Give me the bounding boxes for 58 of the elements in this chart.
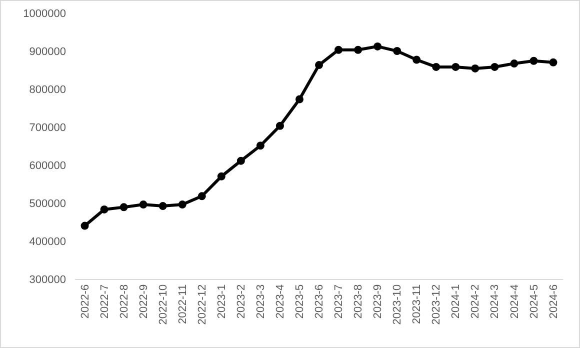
- y-tick-label: 1000000: [23, 8, 66, 20]
- y-tick-label: 700000: [29, 122, 66, 134]
- x-tick-label: 2022-11: [176, 284, 189, 324]
- point: [510, 60, 518, 68]
- point: [256, 142, 264, 150]
- point: [490, 62, 499, 71]
- x-tick-label: 2023-12: [430, 284, 443, 325]
- y-tick-label: 800000: [29, 84, 66, 96]
- point: [217, 172, 226, 180]
- x-tick-label: 2023-5: [294, 284, 306, 319]
- x-tick-label: 2023-9: [372, 284, 384, 319]
- x-tick-label: 2024-2: [470, 284, 482, 319]
- x-tick-label: 2023-8: [352, 284, 365, 319]
- x-tick-label: 2022-9: [138, 284, 150, 319]
- x-tick-label: 2023-6: [314, 284, 326, 319]
- y-tick-label: 300000: [29, 274, 66, 286]
- point: [412, 56, 421, 64]
- x-tick-label: 2022-10: [157, 284, 170, 325]
- point: [100, 205, 108, 214]
- point: [139, 200, 148, 209]
- point: [354, 46, 362, 54]
- x-tick-label: 2023-2: [235, 284, 248, 319]
- point: [158, 202, 167, 210]
- point: [120, 203, 128, 212]
- x-tick-label: 2022-8: [118, 284, 130, 319]
- point: [432, 62, 440, 71]
- y-tick-label: 400000: [29, 236, 66, 248]
- point: [315, 61, 323, 70]
- point: [530, 56, 538, 65]
- x-tick-label: 2024-5: [528, 284, 540, 319]
- point: [374, 42, 382, 50]
- x-tick-label: 2023-7: [333, 284, 346, 319]
- y-tick-label: 900000: [29, 46, 66, 58]
- point: [295, 95, 304, 104]
- point: [276, 122, 284, 130]
- point: [471, 64, 480, 72]
- x-tick-label: 2024-4: [508, 284, 521, 319]
- point: [80, 222, 89, 230]
- x-tick-label: 2023-11: [411, 284, 424, 324]
- x-tick-label: 2023-10: [392, 284, 404, 325]
- x-tick-label: 2023-3: [255, 284, 268, 319]
- x-tick-label: 2023-1: [216, 284, 228, 319]
- y-tick-label: 500000: [29, 198, 66, 210]
- y-tick-label: 600000: [29, 160, 66, 172]
- point: [549, 58, 558, 66]
- point: [393, 47, 402, 55]
- x-tick-label: 2023-4: [274, 284, 287, 319]
- x-tick-label: 2022-6: [79, 284, 92, 319]
- point: [452, 62, 460, 71]
- x-tick-label: 2024-6: [548, 284, 560, 319]
- x-tick-label: 2022-7: [98, 284, 111, 319]
- point: [334, 46, 343, 54]
- point: [198, 192, 206, 200]
- point: [236, 156, 245, 165]
- point: [178, 200, 186, 209]
- x-tick-label: 2024-3: [489, 284, 502, 319]
- x-tick-label: 2024-1: [450, 284, 462, 319]
- x-tick-label: 2022-12: [196, 284, 208, 325]
